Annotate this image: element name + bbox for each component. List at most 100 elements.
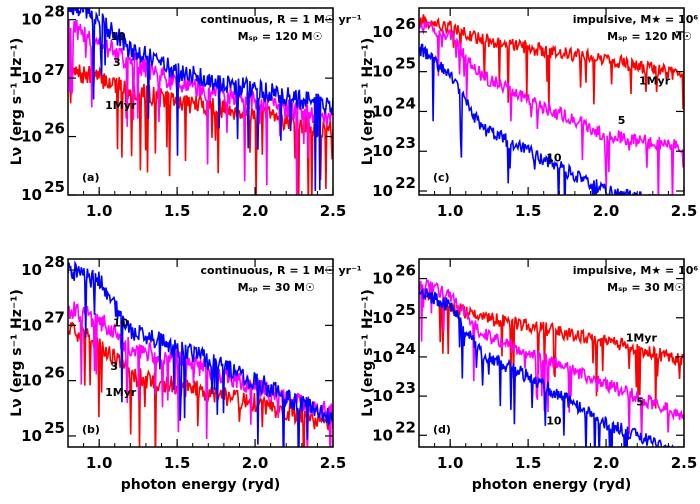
series-group <box>419 279 684 447</box>
series-label: 5 <box>636 396 644 409</box>
y-tick-exponent: 24 <box>395 340 416 358</box>
panel-annotation: impulsive, M★ = 10⁶ M☉ <box>573 13 700 26</box>
panel-tag: (d) <box>433 423 451 436</box>
x-tick-label: 1.0 <box>437 454 464 472</box>
x-tick-label: 2.0 <box>593 202 620 220</box>
plot-frame <box>67 7 334 196</box>
series-label: 10 <box>546 151 562 164</box>
y-axis-label: Lν (erg s⁻¹ Hz⁻¹) <box>360 38 376 166</box>
y-tick-label: 10 <box>21 69 42 87</box>
plot-frame <box>418 258 685 448</box>
y-axis-label: Lν (erg s⁻¹ Hz⁻¹) <box>9 289 25 417</box>
series-line-5 <box>419 21 684 195</box>
y-tick-exponent: 26 <box>44 120 65 138</box>
y-tick-label: 10 <box>21 128 42 146</box>
series-line-1myr <box>419 14 684 112</box>
y-tick-exponent: 23 <box>395 379 416 397</box>
y-tick-exponent: 26 <box>395 15 416 33</box>
y-tick-label: 10 <box>372 102 393 120</box>
y-tick-exponent: 25 <box>44 419 65 437</box>
x-axis-label: photon energy (ryd) <box>472 477 632 493</box>
plot-frame <box>418 7 685 196</box>
series-line-5 <box>419 279 684 441</box>
series-line-3 <box>68 19 333 195</box>
plot-frame <box>67 258 334 448</box>
series-label: 1Myr <box>639 75 671 88</box>
series-label: 3 <box>110 360 118 373</box>
series-label: 1Myr <box>626 332 658 345</box>
series-label: 10 <box>113 317 129 330</box>
x-axis-label: photon energy (ryd) <box>121 477 281 493</box>
y-tick-label: 10 <box>21 11 42 29</box>
x-tick-label: 1.0 <box>86 202 113 220</box>
x-tick-label: 2.0 <box>242 454 269 472</box>
series-label: 1Myr <box>105 99 137 112</box>
series-label: 10 <box>546 414 562 427</box>
x-tick-label: 1.0 <box>86 454 113 472</box>
y-tick-exponent: 26 <box>395 262 416 280</box>
series-group <box>68 260 333 447</box>
y-tick-exponent: 25 <box>395 55 416 73</box>
panel-annotation: impulsive, M★ = 10⁶ M☉ <box>573 264 700 277</box>
y-tick-label: 10 <box>372 387 393 405</box>
y-tick-label: 10 <box>21 186 42 204</box>
panel-tag: (c) <box>433 171 450 184</box>
y-tick-exponent: 26 <box>44 364 65 382</box>
x-tick-label: 1.5 <box>164 202 191 220</box>
panel-annotation: Mₛₚ = 30 M☉ <box>238 281 315 294</box>
series-line-10 <box>68 260 333 447</box>
panel-annotation: continuous, R = 1 M☉ yr⁻¹ <box>201 13 362 26</box>
x-tick-label: 2.0 <box>242 202 269 220</box>
y-tick-label: 10 <box>372 348 393 366</box>
panel-tag: (a) <box>82 171 99 184</box>
y-tick-exponent: 27 <box>44 308 65 326</box>
y-tick-label: 10 <box>21 427 42 445</box>
x-tick-label: 2.5 <box>320 454 347 472</box>
y-tick-label: 10 <box>372 426 393 444</box>
series-line-1myr <box>419 282 684 409</box>
series-line-10 <box>419 43 656 195</box>
panel-annotation: Mₛₚ = 30 M☉ <box>607 281 684 294</box>
y-tick-exponent: 25 <box>44 178 65 196</box>
x-tick-label: 1.5 <box>515 454 542 472</box>
panel-annotation: Mₛₚ = 120 M☉ <box>607 30 692 43</box>
series-line-10 <box>68 8 333 192</box>
series-line-1myr <box>68 62 333 195</box>
y-tick-exponent: 28 <box>44 253 65 271</box>
y-tick-label: 10 <box>372 182 393 200</box>
x-tick-label: 2.5 <box>671 202 698 220</box>
panel-annotation: continuous, R = 1 M☉ yr⁻¹ <box>201 264 362 277</box>
y-tick-label: 10 <box>21 372 42 390</box>
y-tick-label: 10 <box>372 23 393 41</box>
series-group <box>419 14 684 195</box>
series-group <box>68 8 333 195</box>
y-tick-label: 10 <box>372 309 393 327</box>
y-tick-exponent: 22 <box>395 418 416 436</box>
x-tick-label: 2.5 <box>320 202 347 220</box>
x-tick-label: 2.0 <box>593 454 620 472</box>
y-tick-label: 10 <box>372 142 393 160</box>
y-tick-exponent: 24 <box>395 94 416 112</box>
y-tick-label: 10 <box>21 261 42 279</box>
y-tick-exponent: 23 <box>395 134 416 152</box>
y-tick-exponent: 25 <box>395 301 416 319</box>
series-line-1myr <box>68 321 333 447</box>
panel-annotation: Mₛₚ = 120 M☉ <box>238 30 323 43</box>
y-tick-label: 10 <box>372 63 393 81</box>
series-label: 5 <box>618 114 626 127</box>
x-tick-label: 2.5 <box>671 454 698 472</box>
y-axis-label: Lν (erg s⁻¹ Hz⁻¹) <box>360 289 376 417</box>
y-axis-label: Lν (erg s⁻¹ Hz⁻¹) <box>9 38 25 166</box>
y-tick-label: 10 <box>372 270 393 288</box>
x-tick-label: 1.5 <box>515 202 542 220</box>
panel-tag: (b) <box>82 423 100 436</box>
y-tick-label: 10 <box>21 316 42 334</box>
x-tick-label: 1.0 <box>437 202 464 220</box>
series-label: 1Myr <box>105 386 137 399</box>
x-tick-label: 1.5 <box>164 454 191 472</box>
